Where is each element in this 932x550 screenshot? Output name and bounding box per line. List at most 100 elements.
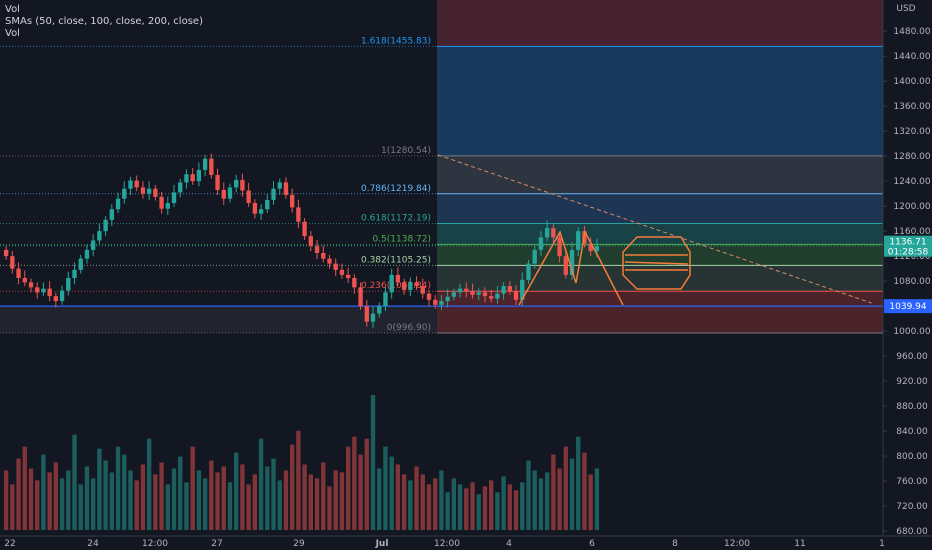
candle-body xyxy=(401,282,407,290)
volume-bar xyxy=(277,480,282,530)
candle-body xyxy=(53,296,59,302)
time-tick-label: 6 xyxy=(589,539,595,549)
volume-bar xyxy=(495,492,500,530)
volume-bar xyxy=(289,444,295,530)
volume-bar xyxy=(488,480,494,530)
volume-bar xyxy=(420,474,425,530)
volume-bar xyxy=(557,468,562,530)
candle-body xyxy=(451,292,457,297)
volume-bar xyxy=(569,458,575,530)
price-tick-label: 760.00 xyxy=(896,477,928,487)
candle-body xyxy=(115,198,121,210)
volume-bar xyxy=(370,395,376,530)
volume-bar xyxy=(457,484,463,530)
candle-body xyxy=(215,174,220,190)
volume-bar xyxy=(215,472,220,530)
candle-body xyxy=(122,188,127,199)
time-tick-label: Jul xyxy=(375,539,389,549)
fib-level-label: 0.382(1105.25) xyxy=(361,255,431,265)
volume-bar xyxy=(551,454,556,530)
candle-body xyxy=(109,209,115,220)
candle-body xyxy=(532,249,537,264)
candle-body xyxy=(289,194,295,208)
candle-body xyxy=(103,219,108,232)
zigzag-drawing[interactable] xyxy=(518,229,624,306)
price-tick-label: 1400.00 xyxy=(893,77,930,87)
candle-body xyxy=(327,258,332,264)
candle-body xyxy=(28,282,34,288)
support-price-value: 1039.94 xyxy=(889,302,926,312)
candle-body xyxy=(408,282,413,290)
candle-body xyxy=(190,174,195,182)
time-tick-label: 1 xyxy=(879,539,885,549)
candle-body xyxy=(296,207,301,222)
candle-body xyxy=(520,279,525,300)
candle-body xyxy=(140,187,146,194)
price-tick-label: 1120.00 xyxy=(893,252,930,262)
volume-bar xyxy=(90,478,96,530)
octagon-drawing[interactable] xyxy=(622,236,691,290)
fib-level-label: 0.5(1138.72) xyxy=(372,234,431,244)
volume-bar xyxy=(339,472,345,530)
price-axis[interactable]: USD 1480.00 1440.00 1400.00 1360.00 1320.00 1… xyxy=(882,0,932,537)
dashed-trend-line[interactable] xyxy=(437,154,872,304)
volume-bar xyxy=(227,482,233,530)
volume-bar xyxy=(47,472,52,530)
candle-body xyxy=(563,256,568,275)
user-drawings[interactable] xyxy=(518,229,691,306)
time-axis-background xyxy=(0,536,932,550)
candle-body xyxy=(66,277,71,291)
candle-body xyxy=(476,292,481,295)
price-axis-background xyxy=(883,0,932,536)
currency-label: USD xyxy=(896,4,915,14)
candle-body xyxy=(588,243,593,252)
candle-body xyxy=(153,188,158,197)
candle-body xyxy=(202,158,208,170)
volume-bar xyxy=(520,482,525,530)
candle-body xyxy=(457,288,463,293)
current-price-badge xyxy=(884,235,932,257)
time-tick-label: 12:00 xyxy=(434,539,460,549)
candle-body xyxy=(488,296,494,299)
price-tick-label: 1480.00 xyxy=(893,27,930,37)
price-tick-label: 1320.00 xyxy=(893,127,930,137)
fib-zone xyxy=(437,291,883,334)
volume-bars xyxy=(3,395,600,530)
candle-body xyxy=(165,203,170,209)
candle-body xyxy=(389,274,394,293)
time-axis[interactable]: 22 24 12:00 27 29 Jul 12:00 4 6 8 12:00 11 1 xyxy=(0,535,932,550)
candle-body xyxy=(526,263,531,280)
candle-body xyxy=(196,169,202,182)
time-tick-label: 4 xyxy=(506,539,512,549)
volume-bar xyxy=(358,454,363,530)
volume-bar xyxy=(476,494,481,530)
price-tick-label: 680.00 xyxy=(896,527,928,537)
price-tick-label: 1240.00 xyxy=(893,177,930,187)
candle-body xyxy=(433,299,438,305)
volume-bar xyxy=(445,492,450,530)
candle-body xyxy=(501,286,506,294)
fibonacci-retracement[interactable]: 1.618(1455.83) 1(1280.54) 0.786(1219.84) 0.… xyxy=(0,0,883,334)
volume-bar xyxy=(327,486,332,530)
price-tick-label: 1160.00 xyxy=(893,227,930,237)
candle-body xyxy=(84,249,90,259)
price-tick-label: 920.00 xyxy=(896,377,928,387)
volume-bar xyxy=(159,462,164,530)
volume-bar xyxy=(544,472,550,530)
price-tick-label: 960.00 xyxy=(896,352,928,362)
time-tick-label: 24 xyxy=(87,539,99,549)
fib-level-label: 0.236(1063.84) xyxy=(361,281,431,291)
volume-bar xyxy=(196,470,202,530)
volume-bar xyxy=(246,484,251,530)
volume-bar xyxy=(271,458,276,530)
candle-body xyxy=(221,189,226,199)
candle-body xyxy=(184,174,189,183)
time-tick-label: 29 xyxy=(293,539,305,549)
current-price-value: 1136.71 xyxy=(889,238,926,248)
volume-bar xyxy=(352,436,357,530)
volume-bar xyxy=(576,436,581,530)
volume-bar xyxy=(122,454,127,530)
candle-body xyxy=(464,288,469,292)
